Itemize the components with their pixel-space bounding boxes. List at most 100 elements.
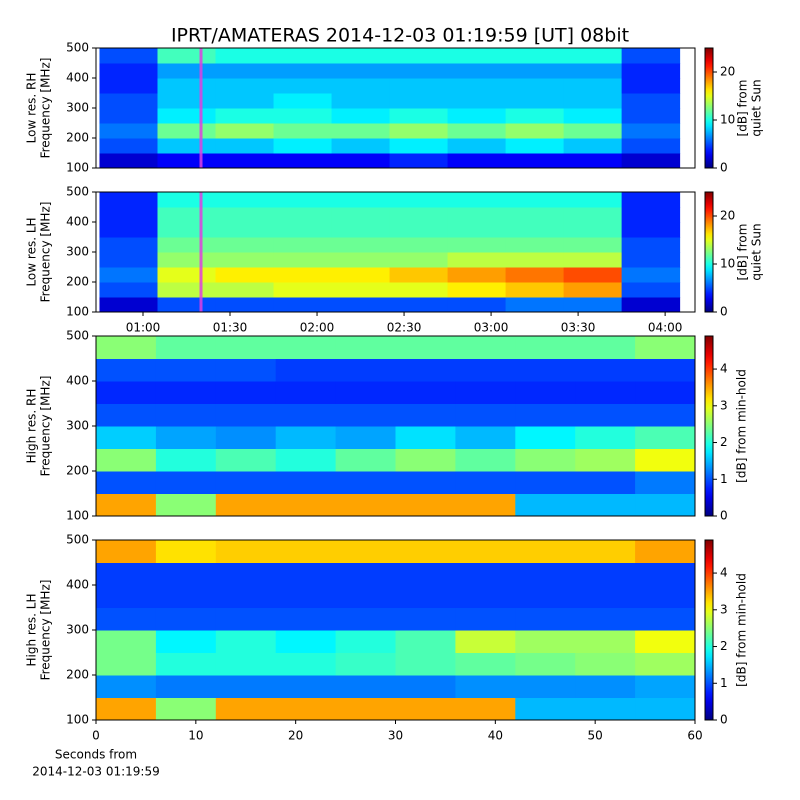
cell bbox=[505, 48, 565, 64]
cell bbox=[505, 237, 565, 253]
cell bbox=[99, 48, 158, 64]
cell bbox=[635, 471, 695, 494]
cell bbox=[96, 652, 157, 676]
cell bbox=[155, 403, 217, 427]
cell bbox=[515, 493, 576, 516]
cell bbox=[275, 448, 337, 472]
cell bbox=[331, 252, 391, 268]
cell bbox=[389, 237, 449, 253]
cell bbox=[621, 297, 681, 312]
y-tick-label: 100 bbox=[66, 713, 89, 727]
cell bbox=[96, 493, 157, 516]
cell bbox=[635, 403, 695, 427]
cell bbox=[389, 48, 449, 64]
colorbar-label: quiet Sun bbox=[750, 79, 764, 136]
y-axis-label: Frequency [MHz] bbox=[39, 58, 53, 159]
cell bbox=[621, 192, 681, 208]
cell bbox=[575, 562, 636, 586]
cell bbox=[215, 222, 275, 238]
cell bbox=[99, 78, 158, 94]
cell bbox=[155, 607, 217, 631]
cell bbox=[575, 675, 636, 698]
cell bbox=[99, 222, 158, 238]
cell bbox=[96, 697, 157, 720]
cell bbox=[215, 403, 277, 427]
cell bbox=[515, 585, 576, 608]
cell bbox=[447, 138, 507, 154]
cell bbox=[215, 123, 275, 139]
cell bbox=[621, 93, 681, 109]
cell bbox=[335, 448, 396, 472]
x-tick-label: 03:00 bbox=[474, 321, 509, 335]
cell bbox=[215, 93, 275, 109]
cell bbox=[331, 222, 391, 238]
y-tick-label: 300 bbox=[66, 419, 89, 433]
cell bbox=[389, 123, 449, 139]
cell bbox=[157, 192, 217, 208]
cell bbox=[395, 607, 456, 631]
colorbar-tick-label: 1 bbox=[720, 472, 728, 486]
cell bbox=[331, 297, 391, 312]
cell bbox=[96, 540, 157, 563]
cell bbox=[395, 448, 456, 472]
cell bbox=[455, 493, 516, 516]
cell bbox=[273, 267, 333, 283]
cell bbox=[157, 207, 217, 223]
y-tick-label: 100 bbox=[66, 161, 89, 175]
y-tick-label: 200 bbox=[66, 275, 89, 289]
cell bbox=[335, 630, 396, 653]
cell bbox=[575, 448, 636, 472]
cell bbox=[505, 123, 565, 139]
cell bbox=[157, 63, 217, 79]
cell bbox=[99, 138, 158, 154]
cell bbox=[389, 297, 449, 312]
cell bbox=[215, 63, 275, 79]
x-note: Seconds from bbox=[55, 748, 137, 762]
cell bbox=[215, 252, 275, 268]
x-tick-label: 20 bbox=[288, 729, 303, 743]
cell bbox=[455, 336, 516, 359]
cell bbox=[515, 652, 576, 676]
colorbar-tick-label: 4 bbox=[720, 362, 728, 376]
cell bbox=[273, 63, 333, 79]
cell bbox=[99, 207, 158, 223]
cell bbox=[515, 471, 576, 494]
cell bbox=[275, 585, 337, 608]
cell bbox=[335, 675, 396, 698]
cell bbox=[157, 267, 217, 283]
y-tick-label: 400 bbox=[66, 374, 89, 388]
cell bbox=[155, 426, 217, 449]
cell bbox=[575, 426, 636, 449]
cell bbox=[563, 48, 623, 64]
cell bbox=[273, 222, 333, 238]
cell bbox=[455, 471, 516, 494]
cell bbox=[505, 63, 565, 79]
cell bbox=[455, 403, 516, 427]
colorbar-tick-label: 10 bbox=[720, 257, 735, 271]
cell bbox=[157, 282, 217, 298]
cell bbox=[331, 153, 391, 168]
cell bbox=[96, 630, 157, 653]
cell bbox=[273, 138, 333, 154]
cell bbox=[157, 297, 217, 312]
cell bbox=[575, 358, 636, 382]
cell bbox=[335, 607, 396, 631]
cell bbox=[157, 93, 217, 109]
cell bbox=[621, 108, 681, 124]
cell bbox=[335, 652, 396, 676]
cell bbox=[621, 237, 681, 253]
cell bbox=[563, 222, 623, 238]
cell bbox=[99, 267, 158, 283]
cell bbox=[157, 138, 217, 154]
y-tick-label: 500 bbox=[66, 41, 89, 55]
cell bbox=[563, 63, 623, 79]
cell bbox=[155, 540, 217, 563]
cell bbox=[505, 153, 565, 168]
cell bbox=[447, 222, 507, 238]
cell bbox=[515, 336, 576, 359]
cell bbox=[395, 426, 456, 449]
cell bbox=[447, 192, 507, 208]
colorbar-label: quiet Sun bbox=[750, 223, 764, 280]
cell bbox=[395, 540, 456, 563]
